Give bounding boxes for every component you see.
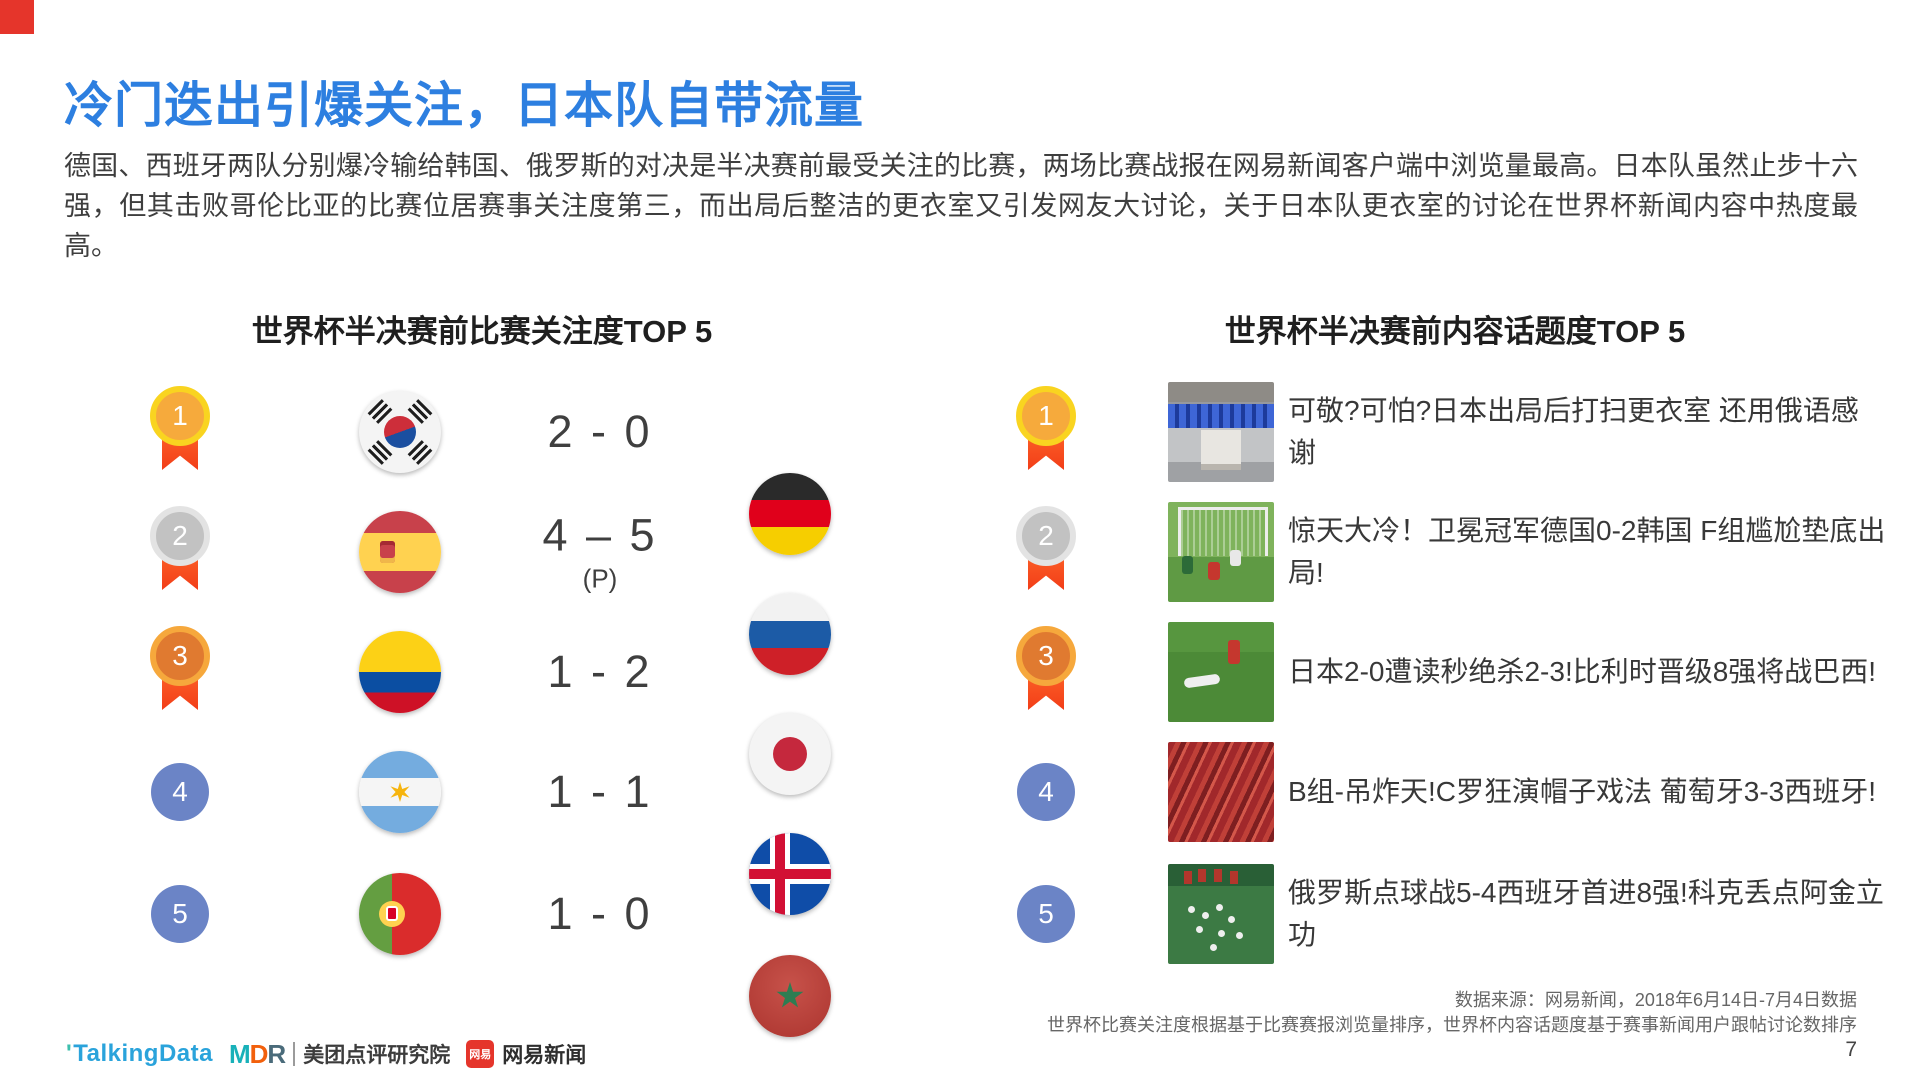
flag-south-korea-icon <box>359 391 441 473</box>
flag-argentina-icon <box>359 751 441 833</box>
match-row-4: 4 1 - 1 <box>0 740 1921 915</box>
spain-crest <box>380 541 395 563</box>
flag-germany-icon <box>749 473 831 555</box>
news-headline: 惊天大冷！卫冕冠军德国0-2韩国 F组尴尬垫底出局! <box>1288 515 1886 588</box>
logo-bar: 'TalkingData MDR 美团点评研究院 网易 网易新闻 <box>66 1038 586 1070</box>
flag-spain-icon <box>359 511 441 593</box>
rank-badge: 4 <box>151 763 209 821</box>
bronze-medal-icon: 3 <box>1016 626 1076 718</box>
data-source-line-2: 世界杯比赛关注度根据基于比赛赛报浏览量排序，世界杯内容话题度基于赛事新闻用户跟帖… <box>1047 1015 1857 1035</box>
rank-badge: 5 <box>151 885 209 943</box>
data-source-line-1: 数据来源：网易新闻，2018年6月14日-7月4日数据 <box>1454 990 1857 1010</box>
meituan-dianping-institute-logo: MDR 美团点评研究院 <box>229 1039 450 1070</box>
fans-crowd-photo <box>1168 742 1274 842</box>
news-headline: 俄罗斯点球战5-4西班牙首进8强!科克丢点阿金立功 <box>1288 877 1884 950</box>
corner-accent-square <box>0 0 34 34</box>
penalty-celebration-photo <box>1168 864 1274 964</box>
match-row-3: 3 1 - 2 <box>0 620 1921 795</box>
topic-row-1: 1 可敬?可怕?日本出局后打扫更衣室 还用俄语感谢 <box>0 380 1921 484</box>
portugal-emblem <box>379 901 405 927</box>
match-ranking-title: 世界杯半决赛前比赛关注度TOP 5 <box>251 314 713 349</box>
germany-goal-conceded-photo <box>1168 502 1274 602</box>
rank-number: 1 <box>1016 386 1076 446</box>
flag-colombia-icon <box>359 631 441 713</box>
gold-medal-icon: 1 <box>1016 386 1076 478</box>
match-score: 1 - 1 <box>547 766 653 817</box>
rank-number: 3 <box>1016 626 1076 686</box>
rank-number: 2 <box>150 506 210 566</box>
match-row-1: 1 2 - 0 <box>0 380 1921 555</box>
rank-badge: 4 <box>1017 763 1075 821</box>
flag-iceland-icon <box>749 833 831 915</box>
news-headline: B组-吊炸天!C罗狂演帽子戏法 葡萄牙3-3西班牙! <box>1288 776 1877 807</box>
topic-row-2: 2 惊天大冷！卫冕冠军德国0-2韩国 F组尴尬垫底出局! <box>0 500 1921 604</box>
flag-portugal-icon <box>359 873 441 955</box>
news-headline: 日本2-0遭读秒绝杀2-3!比利时晋级8强将战巴西! <box>1288 656 1877 687</box>
match-score: 4 – 5 (P) <box>470 510 730 595</box>
talkingdata-logo: 'TalkingData <box>66 1040 213 1067</box>
match-row-2: 2 4 – 5 (P) <box>0 500 1921 675</box>
topic-ranking-title: 世界杯半决赛前内容话题度TOP 5 <box>1224 314 1686 349</box>
locker-room-photo <box>1168 382 1274 482</box>
match-score: 1 - 2 <box>547 646 653 697</box>
match-score: 2 - 0 <box>547 406 653 457</box>
topic-row-5: 5 俄罗斯点球战5-4西班牙首进8强!科克丢点阿金立功 <box>0 862 1921 966</box>
mdr-label: 美团点评研究院 <box>303 1044 451 1067</box>
pentagram-icon <box>776 982 804 1008</box>
topic-row-4: 4 B组-吊炸天!C罗狂演帽子戏法 葡萄牙3-3西班牙! <box>0 740 1921 844</box>
mdr-acronym: MDR <box>228 1038 286 1069</box>
netease-badge-icon: 网易 <box>466 1040 495 1068</box>
summary-paragraph: 德国、西班牙两队分别爆冷输给韩国、俄罗斯的对决是半决赛前最受关注的比赛，两场比赛… <box>64 151 1858 261</box>
rank-number: 1 <box>150 386 210 446</box>
netease-label: 网易新闻 <box>502 1044 587 1067</box>
players-on-pitch-photo <box>1168 622 1274 722</box>
flag-morocco-icon <box>749 955 831 1037</box>
match-score: 1 - 0 <box>547 888 653 939</box>
bronze-medal-icon: 3 <box>150 626 210 718</box>
topic-row-3: 3 日本2-0遭读秒绝杀2-3!比利时晋级8强将战巴西! <box>0 620 1921 724</box>
page-title: 冷门迭出引爆关注，日本队自带流量 <box>64 79 865 133</box>
logo-divider <box>293 1042 296 1066</box>
rank-number: 2 <box>1016 506 1076 566</box>
talkingdata-tick-icon: ' <box>66 1040 73 1067</box>
match-row-5: 5 1 - 0 <box>0 862 1921 1037</box>
rank-number: 3 <box>150 626 210 686</box>
page-number: 7 <box>1845 1038 1857 1061</box>
silver-medal-icon: 2 <box>150 506 210 598</box>
rank-badge: 5 <box>1017 885 1075 943</box>
news-headline: 可敬?可怕?日本出局后打扫更衣室 还用俄语感谢 <box>1288 395 1859 468</box>
silver-medal-icon: 2 <box>1016 506 1076 598</box>
gold-medal-icon: 1 <box>150 386 210 478</box>
netease-news-logo: 网易 网易新闻 <box>466 1039 586 1069</box>
flag-japan-icon <box>749 713 831 795</box>
penalty-note: (P) <box>582 563 618 594</box>
flag-russia-icon <box>749 593 831 675</box>
